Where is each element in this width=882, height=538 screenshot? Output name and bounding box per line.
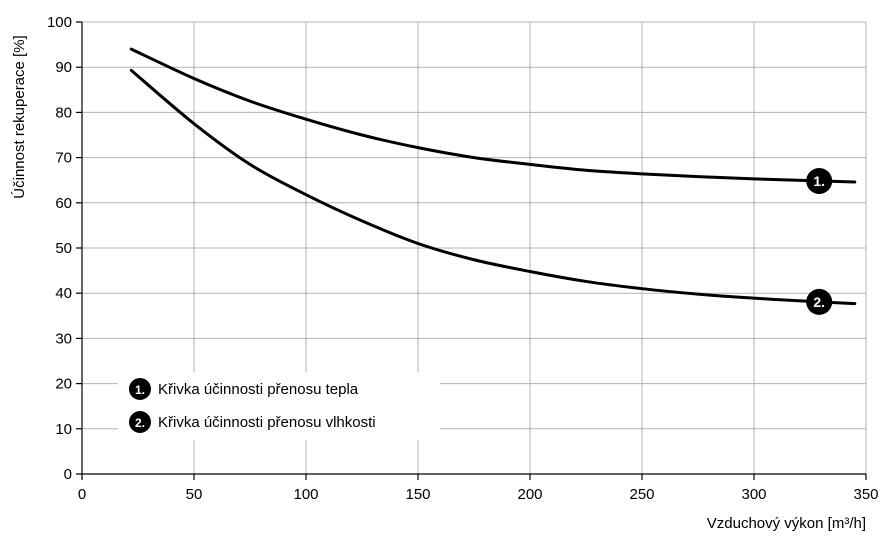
series-marker-label-2: 2. [813,294,825,310]
x-tick-label-50: 50 [186,486,203,503]
y-tick-label-60: 60 [55,195,72,212]
x-tick-label-200: 200 [517,486,542,503]
y-tick-label-10: 10 [55,421,72,438]
series-markers: 1. 2. [806,167,833,315]
y-tick-label-50: 50 [55,240,72,257]
x-tick-label-100: 100 [293,486,318,503]
y-tick-label-100: 100 [47,14,72,31]
series-line-2 [129,68,857,306]
x-tick-label-250: 250 [629,486,654,503]
x-tick-label-300: 300 [741,486,766,503]
y-tick-label-20: 20 [55,376,72,393]
legend: 1. Křivka účinnosti přenosu tepla 2. Kři… [118,372,440,440]
legend-marker-1 [129,378,151,400]
series-marker-1 [806,167,833,194]
y-tick-labels: 0 10 20 30 40 50 60 70 80 90 100 [47,14,82,483]
series-marker-label-1: 1. [813,173,825,189]
legend-item-humidity: 2. Křivka účinnosti přenosu vlhkosti [129,411,376,433]
x-axis-title: Vzduchový výkon [m³/h] [707,515,866,532]
series-marker-2 [806,288,833,315]
y-tick-label-40: 40 [55,285,72,302]
x-tick-labels: 0 50 100 150 200 250 300 350 [78,474,879,503]
x-tick-label-0: 0 [78,486,86,503]
y-tick-label-0: 0 [64,466,72,483]
legend-label-heat: Křivka účinnosti přenosu tepla [158,381,359,398]
legend-marker-2-label: 2. [135,416,145,430]
x-tick-label-350: 350 [853,486,878,503]
legend-item-heat: 1. Křivka účinnosti přenosu tepla [129,378,359,400]
legend-box [118,372,440,440]
y-axis-title: Účinnost rekuperace [%] [11,35,28,198]
series-lines [129,47,857,306]
y-tick-label-90: 90 [55,59,72,76]
y-tick-label-70: 70 [55,150,72,167]
legend-marker-1-label: 1. [135,383,145,397]
x-tick-label-150: 150 [405,486,430,503]
legend-marker-2 [129,411,151,433]
y-tick-label-80: 80 [55,104,72,121]
legend-label-humidity: Křivka účinnosti přenosu vlhkosti [158,414,376,431]
y-tick-label-30: 30 [55,330,72,347]
series-line-1 [129,47,857,184]
